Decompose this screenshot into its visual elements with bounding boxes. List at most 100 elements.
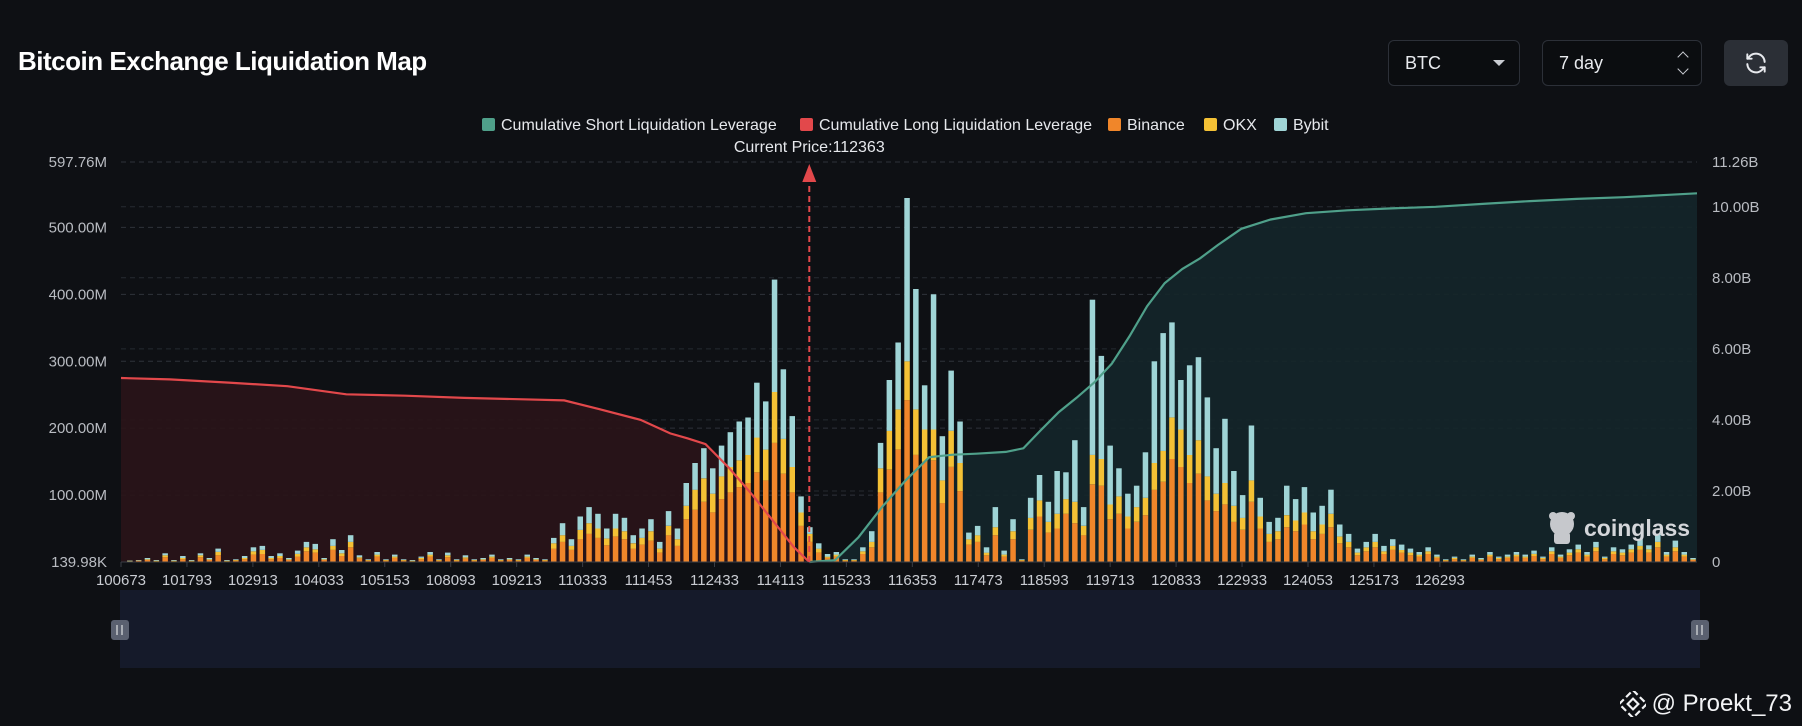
bar-okx [471,560,477,561]
bar-binance [1451,559,1458,562]
bar-binance [294,556,301,562]
bar-binance [286,560,292,562]
bar-binance [1027,529,1034,562]
zoom-slider-track[interactable] [120,590,1700,668]
bar-okx [974,535,981,542]
x-tick-label: 109213 [492,572,542,589]
bar-bybit [736,421,742,461]
bar-bybit [1125,493,1131,517]
bar-bybit [1566,549,1573,553]
bar-okx [1036,500,1043,517]
bar-bybit [674,528,681,540]
current-price-arrow [802,164,817,182]
refresh-button[interactable] [1724,40,1788,86]
bar-binance [1443,560,1449,562]
bar-okx [1628,549,1634,553]
bar-binance [1275,539,1281,562]
bar-okx [1160,450,1166,482]
bar-bybit [595,513,601,529]
bar-okx [718,476,725,500]
bar-bybit [462,555,469,558]
bar-okx [1257,516,1263,529]
zoom-handle-right[interactable] [1691,620,1709,640]
bar-okx [1434,556,1440,558]
bar-bybit [445,552,451,556]
bar-binance [515,560,522,562]
bar-binance [1593,551,1599,562]
bar-bybit [1204,397,1211,477]
bar-binance [339,556,345,562]
bar-bybit [921,385,928,430]
bar-bybit [1443,559,1449,560]
bar-binance [1434,558,1440,562]
bar-okx [1019,560,1025,561]
bar-okx [259,550,266,554]
bar-bybit [1054,471,1060,514]
bar-binance [498,560,504,562]
bar-bybit [1345,533,1352,542]
bar-bybit [763,401,769,450]
bar-binance [1257,528,1263,562]
bar-okx [206,559,213,560]
bar-bybit [1575,544,1581,550]
y-left-tick-label: 139.98K [51,554,107,571]
asset-select[interactable]: BTC [1388,40,1520,86]
bar-bybit [1169,322,1175,418]
bar-okx [1010,531,1016,540]
bar-bybit [992,507,999,528]
bar-bybit [400,559,407,560]
bar-binance [860,554,866,562]
bar-binance [904,400,910,562]
bar-bybit [1231,471,1237,506]
bar-binance [1301,524,1308,562]
bar-binance [356,558,363,562]
bar-binance [1575,552,1581,562]
bar-bybit [939,436,946,481]
legend-label: Bybit [1293,117,1329,134]
bar-bybit [303,541,310,548]
bar-okx [392,556,398,558]
bar-okx [763,449,769,481]
bar-binance [330,550,336,562]
bar-binance [1239,529,1246,562]
bar-bybit [135,560,142,561]
bar-binance [1540,559,1546,562]
long-area [121,378,810,562]
bar-okx [701,478,707,502]
bar-binance [586,533,592,562]
bar-binance [701,501,707,562]
bar-bybit [1407,548,1414,553]
bar-binance [1222,504,1228,562]
bar-bybit [842,559,848,560]
time-range-select[interactable]: 7 day [1542,40,1702,86]
bar-bybit [1275,517,1281,532]
bar-okx [895,409,901,450]
bar-okx [1513,554,1520,557]
bar-bybit [745,417,751,455]
bar-okx [1540,558,1546,560]
bar-bybit [1098,355,1105,459]
bar-bybit [1540,556,1546,558]
bar-okx [1239,517,1246,530]
bar-bybit [1036,475,1043,501]
bar-bybit [224,560,230,561]
bar-binance [427,556,433,562]
bar-okx [1116,496,1122,514]
bar-okx [1337,536,1343,544]
bar-bybit [1425,547,1431,552]
bar-okx [153,560,160,562]
bar-bybit [1496,556,1502,558]
zoom-slider[interactable] [111,590,1709,668]
bar-bybit [153,560,160,561]
bar-bybit [639,528,645,538]
bar-bybit [1434,554,1440,557]
bar-bybit [789,416,795,467]
bar-okx [1681,554,1687,557]
bar-bybit [330,539,336,546]
bar-binance [1381,554,1387,562]
bar-okx [1301,512,1308,525]
bar-binance [974,541,981,562]
bar-okx [736,460,742,488]
bar-binance [630,548,636,562]
zoom-handle-left[interactable] [111,620,129,640]
